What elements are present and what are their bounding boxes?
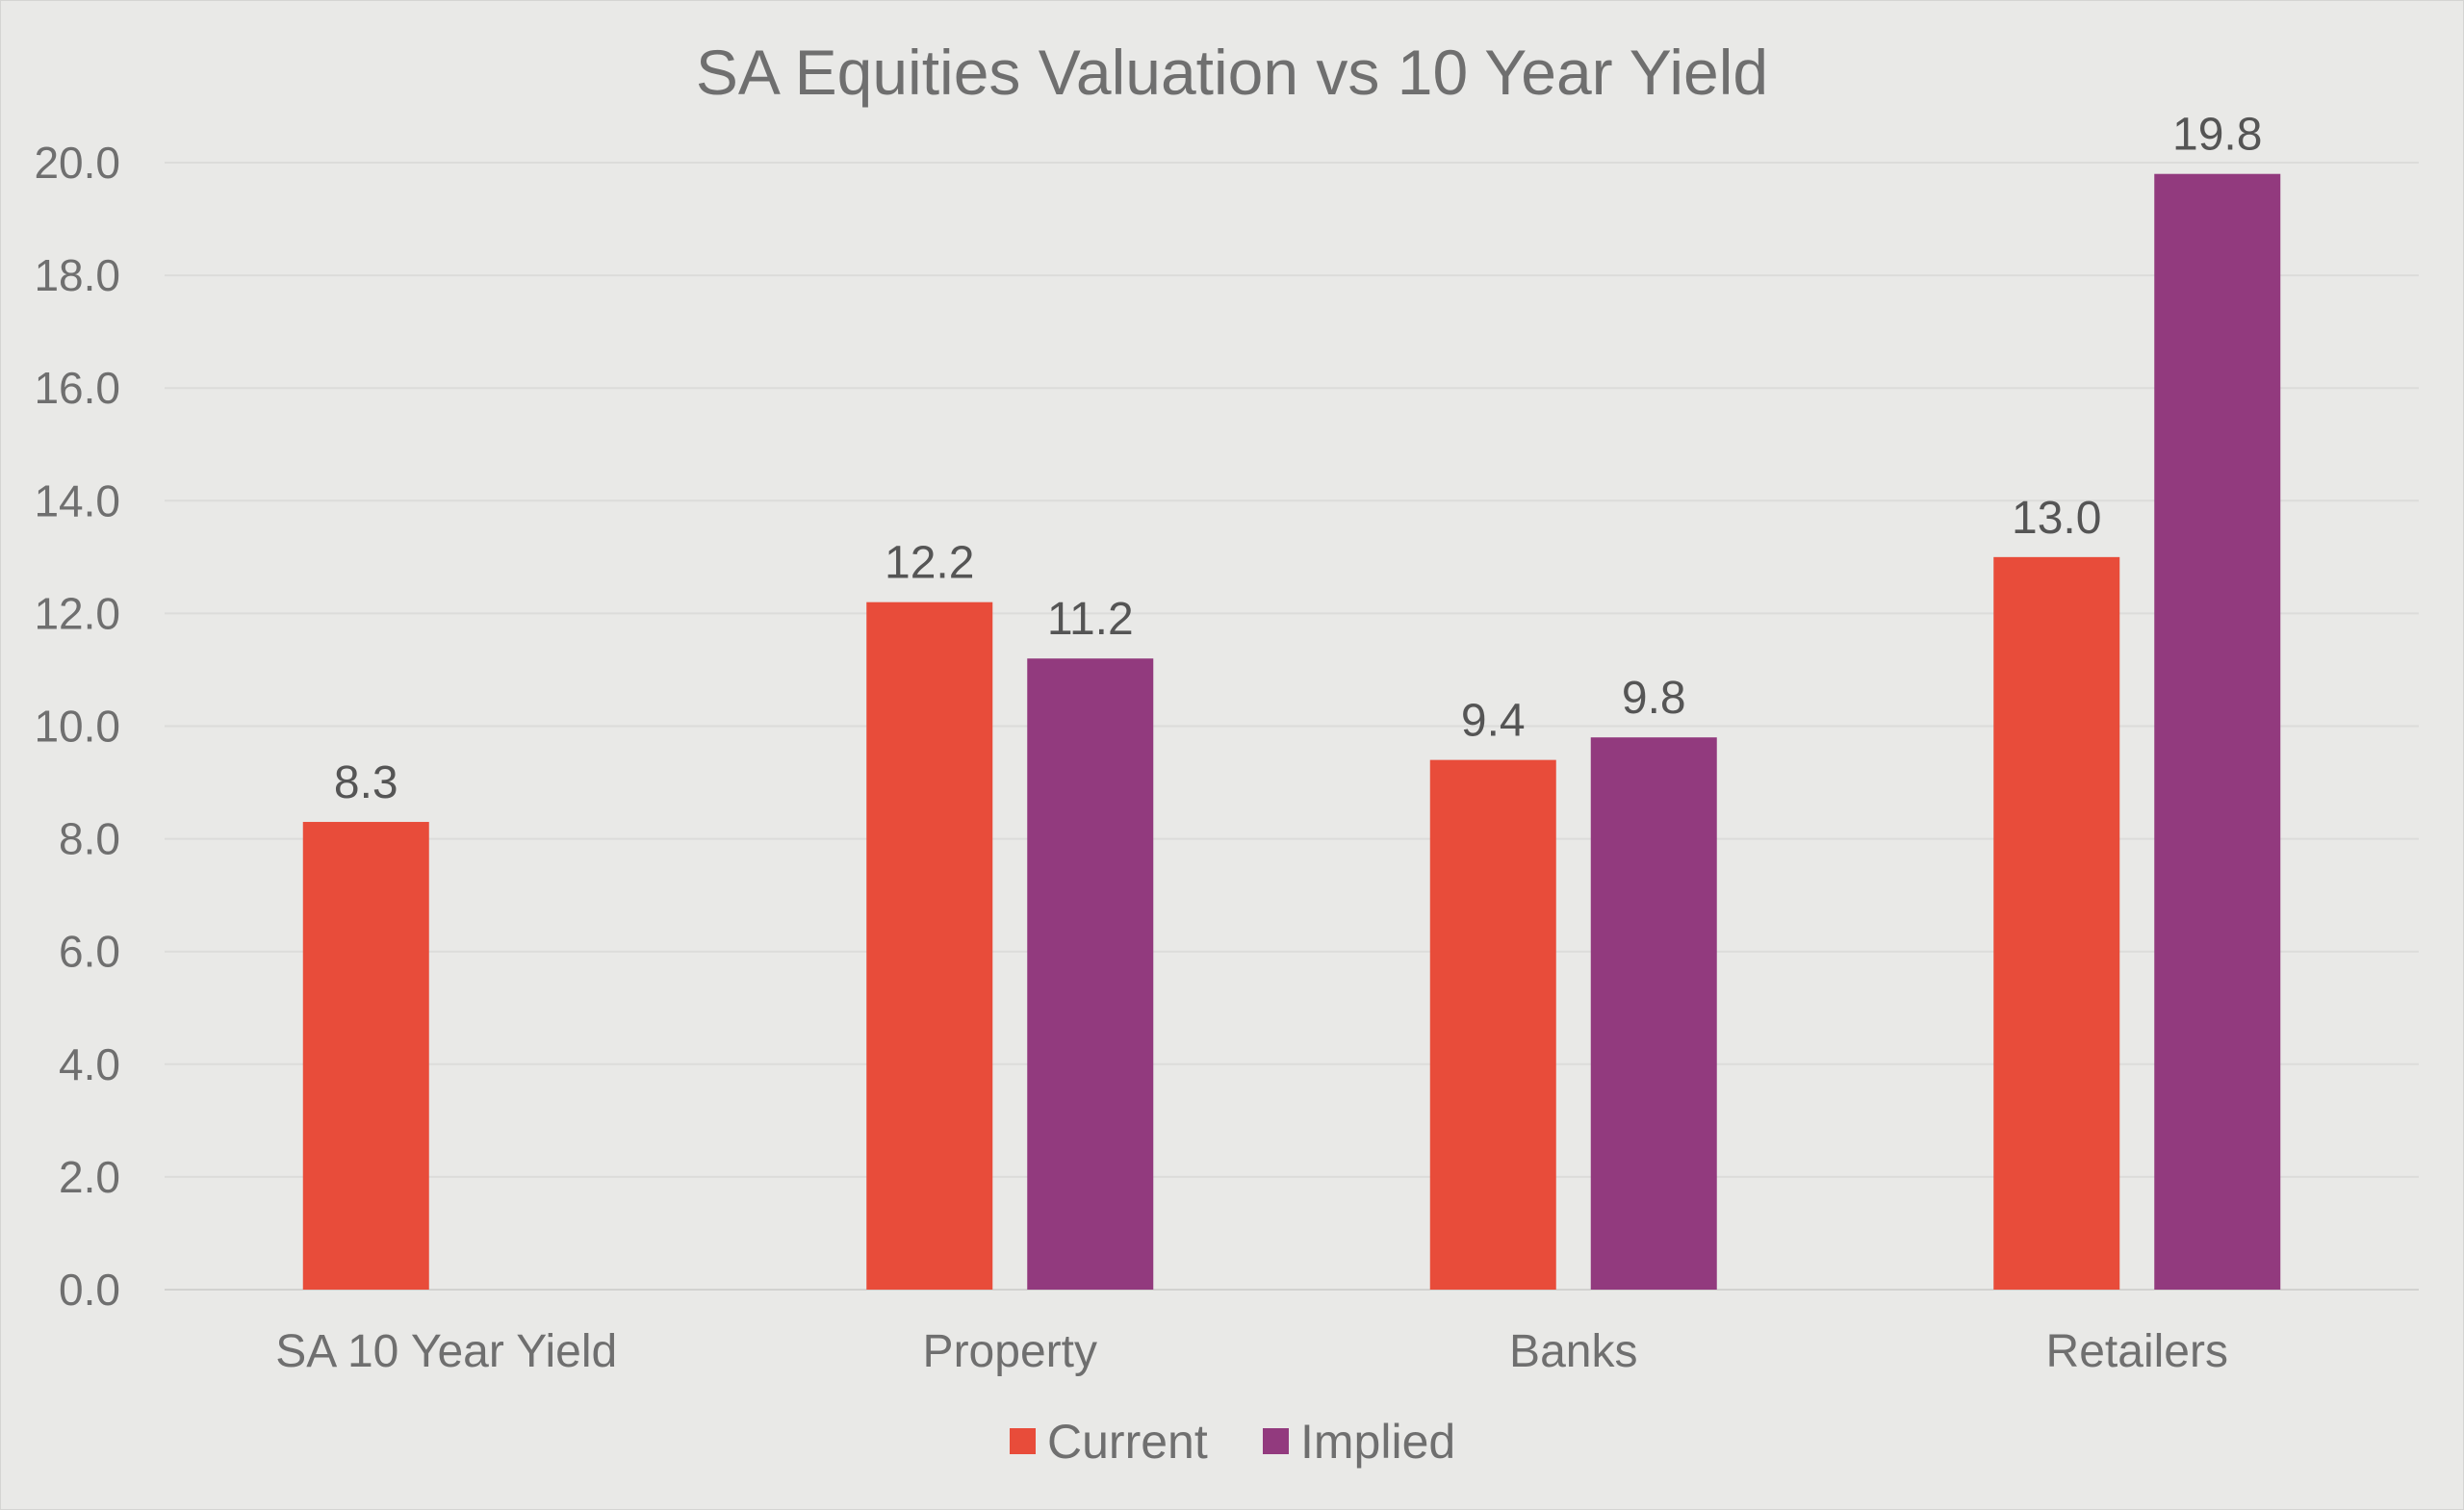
y-tick-label: 16.0 [34, 363, 120, 413]
data-label: 9.4 [1461, 696, 1526, 747]
data-label: 12.2 [885, 538, 974, 589]
bar-implied-2 [1027, 658, 1154, 1290]
legend-swatch-implied [1263, 1428, 1289, 1454]
bar-current-4 [1993, 556, 2120, 1290]
x-category-label: SA 10 Year Yield [275, 1326, 617, 1377]
legend-label-current: Current [1047, 1415, 1208, 1469]
bar-implied-4 [2154, 173, 2281, 1291]
y-tick-label: 2.0 [59, 1152, 120, 1202]
y-tick-label: 10.0 [34, 702, 120, 752]
legend-label-implied: Implied [1300, 1415, 1455, 1469]
x-category-label: Retailers [2046, 1326, 2228, 1377]
y-tick-label: 4.0 [59, 1039, 120, 1089]
x-category-label: Banks [1509, 1326, 1637, 1377]
y-tick-label: 18.0 [34, 250, 120, 300]
data-label: 9.8 [1622, 673, 1686, 724]
legend-swatch-current [1010, 1428, 1036, 1454]
gridlines [165, 162, 2419, 1291]
bar-current-3 [1429, 759, 1556, 1290]
y-tick-label: 20.0 [34, 138, 120, 188]
bars [302, 173, 2281, 1291]
y-tick-label: 0.0 [59, 1265, 120, 1315]
bar-implied-3 [1590, 737, 1717, 1290]
chart-title: SA Equities Valuation vs 10 Year Yield [696, 37, 1768, 108]
x-axis-categories: SA 10 Year Yield Property Banks Retailers [275, 1326, 2228, 1377]
y-tick-label: 14.0 [34, 475, 120, 525]
y-tick-label: 12.0 [34, 588, 120, 638]
legend: Current Implied [1010, 1415, 1455, 1469]
y-tick-label: 6.0 [59, 927, 120, 977]
x-category-label: Property [923, 1326, 1097, 1377]
bar-current-1 [302, 822, 429, 1290]
y-axis-ticks: 0.0 2.0 4.0 6.0 8.0 10.0 12.0 14.0 16.0 18.0 20.0 [34, 138, 120, 1315]
y-tick-label: 8.0 [59, 814, 120, 864]
data-label: 11.2 [1047, 594, 1134, 645]
data-label: 8.3 [334, 757, 398, 808]
bar-current-2 [866, 601, 993, 1290]
data-labels: 8.3 12.2 11.2 9.4 9.8 13.0 19.8 [334, 110, 2263, 808]
data-label: 19.8 [2172, 110, 2262, 161]
data-label: 13.0 [2012, 493, 2101, 544]
